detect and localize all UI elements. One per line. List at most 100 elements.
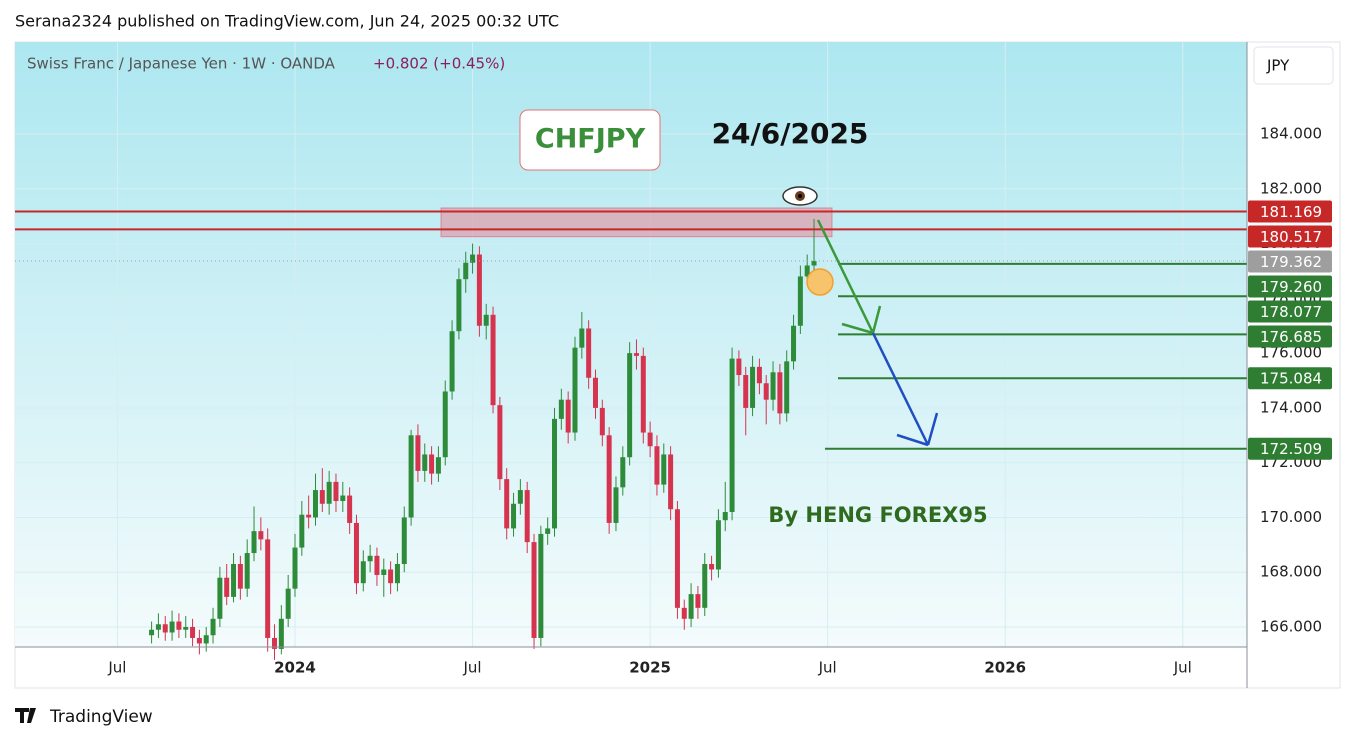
candle-body [777, 372, 783, 414]
price-badge-label: 175.084 [1260, 370, 1322, 388]
candle-body [169, 621, 175, 633]
candle-body [511, 503, 517, 529]
price-badge-label: 176.685 [1260, 328, 1322, 346]
candle-body [750, 366, 756, 408]
candle-body [258, 531, 264, 540]
x-tick-label: Jul [1173, 659, 1192, 677]
symbol: CHFJPY [535, 124, 646, 155]
candle-body [244, 553, 250, 589]
candle-body [237, 564, 243, 589]
candle-body [688, 594, 694, 619]
candle-body [162, 624, 168, 633]
price-badge-label: 181.169 [1260, 203, 1322, 221]
candle-body [668, 454, 674, 510]
candle-body [183, 627, 189, 630]
candle-body [217, 577, 223, 619]
eye-icon [782, 186, 818, 206]
candle-body [606, 435, 612, 523]
x-tick-label: 2024 [274, 659, 316, 677]
candle-body [442, 391, 448, 458]
candle-body [449, 331, 455, 392]
resistance-zone [440, 207, 833, 238]
candle-body [401, 517, 407, 565]
candle-body [722, 511, 728, 521]
candle-body [456, 279, 462, 332]
candle-body [633, 353, 639, 356]
candle-body [483, 314, 489, 326]
candle-body [285, 588, 291, 619]
candle-body [176, 621, 182, 630]
candle-body [681, 607, 687, 619]
publisher: Serana2324 published on TradingView.com,… [15, 12, 559, 31]
date-note: 24/6/2025 [712, 117, 869, 150]
price-badge [1248, 300, 1332, 323]
candle-body [797, 276, 803, 326]
green-arrow [816, 219, 882, 335]
candle-body [763, 383, 769, 400]
candle-body [367, 555, 373, 562]
price-badge [1248, 250, 1332, 273]
x-tick-label: 2025 [629, 659, 671, 677]
candle-body [784, 361, 790, 414]
candle-body [504, 479, 510, 529]
candle-body [538, 533, 544, 638]
candle-body [408, 435, 414, 518]
candle-body [312, 490, 318, 518]
candle-body [231, 564, 237, 597]
candle-body [620, 457, 626, 488]
blue-arrow [871, 332, 939, 447]
candle-body [415, 435, 421, 471]
candle-body [435, 457, 441, 474]
candle-body [374, 555, 380, 575]
candle-body [743, 375, 749, 408]
candle-body [791, 325, 797, 362]
price-badge [1248, 325, 1332, 348]
candle-body [278, 618, 284, 649]
candle-body [627, 353, 633, 458]
price-badge [1248, 200, 1332, 223]
candle-body [463, 262, 469, 280]
candle-body [490, 314, 496, 406]
candle-body [476, 254, 482, 326]
candle-body [429, 454, 435, 474]
candle-body [306, 514, 312, 518]
candle-body [347, 495, 353, 523]
candle-body [661, 454, 667, 485]
candle-body [524, 490, 530, 543]
candle-body [674, 509, 680, 608]
price-badge [1248, 275, 1332, 298]
candle-body [196, 637, 202, 644]
x-tick-label: Jul [107, 659, 126, 677]
candle-body [715, 520, 721, 570]
candle-body [729, 358, 735, 512]
candle-body [709, 564, 715, 570]
legend-title: Swiss Franc / Japanese Yen · 1W · OANDA [27, 55, 336, 73]
candle-body [756, 366, 762, 384]
candle-body [394, 564, 400, 584]
candle-body [470, 254, 476, 263]
price-badge-label: 179.260 [1260, 278, 1322, 296]
candle-body [804, 265, 810, 277]
currency[interactable]: JPY [1266, 57, 1290, 75]
candle-body [333, 481, 339, 502]
candle-body [552, 418, 558, 529]
candle-body [388, 569, 394, 584]
candle-body [272, 637, 278, 649]
candle-body [586, 328, 592, 378]
candle-body [702, 564, 708, 608]
candle-body [770, 372, 776, 400]
currency-box[interactable] [1253, 46, 1334, 85]
candle-body [292, 547, 298, 589]
candle-body [695, 594, 701, 608]
y-tick-label: 182.000 [1260, 179, 1322, 197]
candle-body [210, 618, 216, 636]
candle-body [360, 561, 366, 584]
y-tick-label: 170.000 [1260, 508, 1322, 526]
footer: TradingView [49, 707, 153, 727]
candle-body [299, 514, 305, 548]
candle-body [497, 405, 503, 480]
y-tick-label: 184.000 [1260, 125, 1322, 143]
candle-body [640, 355, 646, 433]
price-badge-label: 180.517 [1260, 228, 1322, 246]
